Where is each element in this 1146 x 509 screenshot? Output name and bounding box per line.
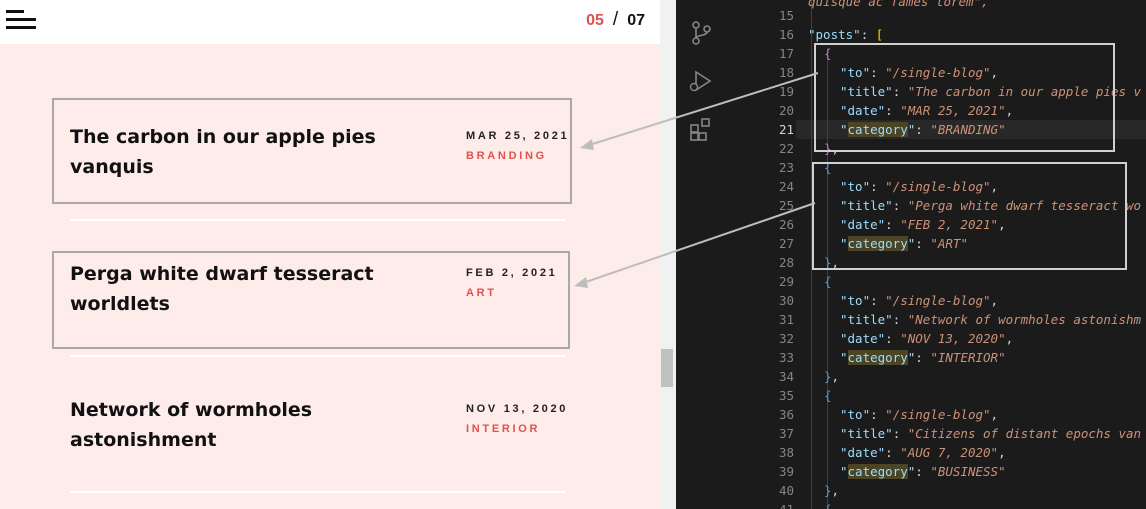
code-line: "date": "FEB 2, 2021", (840, 217, 1006, 232)
line-number: 29 (778, 274, 794, 289)
code-line: { (824, 274, 832, 289)
source-control-icon[interactable] (688, 20, 714, 46)
code-value: /single-blog (892, 65, 984, 80)
line-number: 16 (778, 27, 794, 42)
code-text: quisque ac fames lorem", (808, 0, 989, 9)
code-key: posts (815, 27, 854, 42)
line-number: 37 (778, 426, 794, 441)
code-line: }, (824, 483, 840, 498)
line-number: 22 (778, 141, 794, 156)
code-line: "date": "AUG 7, 2020", (840, 445, 1006, 460)
post-date: FEB 2, 2021 (466, 267, 558, 279)
post-title[interactable]: Network of wormholes astonishment (70, 399, 313, 451)
code-line: "to": "/single-blog", (840, 293, 999, 308)
line-number: 36 (778, 407, 794, 422)
code-line: "date": "NOV 13, 2020", (840, 331, 1014, 346)
line-number: 27 (778, 236, 794, 251)
post-title[interactable]: Perga white dwarf tesseract worldlets (70, 263, 374, 315)
line-number: 38 (778, 445, 794, 460)
code-value: /single-blog (892, 179, 984, 194)
scrollbar-track[interactable] (660, 0, 676, 509)
line-number: 18 (778, 65, 794, 80)
code-line: }, (824, 369, 840, 384)
code-value: Network of wormholes astonishm (915, 312, 1142, 327)
code-value: /single-blog (892, 407, 984, 422)
code-line: { (824, 500, 832, 509)
line-number: 35 (778, 388, 794, 403)
line-number: 32 (778, 331, 794, 346)
code-line: "to": "/single-blog", (840, 65, 999, 80)
code-line: "title": "The carbon in our apple pies v (840, 84, 1142, 99)
post-category[interactable]: INTERIOR (466, 423, 541, 435)
site-header: 05 / 07 (0, 0, 660, 44)
divider (70, 491, 566, 493)
counter-current: 05 (586, 12, 604, 29)
code-value: Citizens of distant epochs van (915, 426, 1142, 441)
code-line: { (824, 388, 832, 403)
divider (70, 219, 566, 221)
code-line: "category": "ART" (840, 236, 968, 251)
code-editor: 15 16 17 18 19 20 21 22 23 24 25 26 27 28 29 30 31 32 33 34… (676, 0, 1146, 509)
activity-bar (676, 0, 724, 509)
code-value: BRANDING (937, 122, 999, 137)
counter-total: 07 (627, 12, 645, 29)
code-value: The carbon in our apple pies v (915, 84, 1142, 99)
line-number: 15 (778, 8, 794, 23)
post-date: MAR 25, 2021 (466, 130, 570, 142)
post-title[interactable]: The carbon in our apple pies vanquis (70, 126, 376, 178)
hamburger-menu-icon[interactable] (6, 10, 38, 32)
line-number: 21 (778, 122, 794, 137)
line-number: 31 (778, 312, 794, 327)
code-line: }, (824, 255, 840, 270)
code-value: /single-blog (892, 293, 984, 308)
post-category[interactable]: ART (466, 287, 497, 299)
extensions-icon[interactable] (688, 116, 714, 142)
code-value: MAR 25, 2021 (907, 103, 999, 118)
code-line: "category": "BRANDING" (840, 122, 1006, 137)
line-number: 41 (724, 500, 794, 509)
run-debug-icon[interactable] (688, 68, 714, 94)
code-value: FEB 2, 2021 (907, 217, 991, 232)
line-number: 24 (778, 179, 794, 194)
line-number: 25 (778, 198, 794, 213)
line-number: 33 (778, 350, 794, 365)
scrollbar-thumb[interactable] (661, 349, 673, 387)
line-number: 39 (778, 464, 794, 479)
code-value: BUSINESS (937, 464, 999, 479)
code-line: "to": "/single-blog", (840, 407, 999, 422)
code-value: ART (937, 236, 961, 251)
code-line: "to": "/single-blog", (840, 179, 999, 194)
line-number: 30 (778, 293, 794, 308)
counter-separator: / (612, 9, 619, 30)
line-number: 17 (778, 46, 794, 61)
code-value: AUG 7, 2020 (907, 445, 991, 460)
line-number: 26 (778, 217, 794, 232)
line-number: 28 (778, 255, 794, 270)
code-line: "date": "MAR 25, 2021", (840, 103, 1014, 118)
website-preview: 05 / 07 The carbon in our apple pies vanqu… (0, 0, 660, 509)
post-category[interactable]: BRANDING (466, 150, 547, 162)
code-value: Perga white dwarf tesseract wo (915, 198, 1142, 213)
slide-counter: 05 / 07 (586, 9, 645, 31)
line-number: 19 (778, 84, 794, 99)
post-date: NOV 13, 2020 (466, 403, 569, 415)
code-line: }, (824, 141, 840, 156)
line-number: 40 (778, 483, 794, 498)
line-number: 20 (778, 103, 794, 118)
line-number: 23 (778, 160, 794, 175)
code-value: NOV 13, 2020 (907, 331, 999, 346)
code-line: "category": "INTERIOR" (840, 350, 1006, 365)
code-line: { (824, 46, 832, 61)
line-number-gutter: 15 16 17 18 19 20 21 22 23 24 25 26 27 28 29 30 31 32 33 34… (724, 0, 794, 509)
code-line: { (824, 160, 832, 175)
code-line: "title": "Network of wormholes astonishm (840, 312, 1142, 327)
code-value: INTERIOR (937, 350, 999, 365)
code-line: "title": "Perga white dwarf tesseract wo (840, 198, 1142, 213)
code-line: "category": "BUSINESS" (840, 464, 1006, 479)
code-area[interactable]: quisque ac fames lorem", "posts": [ {"to… (794, 0, 1146, 509)
code-line: "title": "Citizens of distant epochs van (840, 426, 1142, 441)
line-number: 34 (778, 369, 794, 384)
divider (70, 355, 566, 357)
